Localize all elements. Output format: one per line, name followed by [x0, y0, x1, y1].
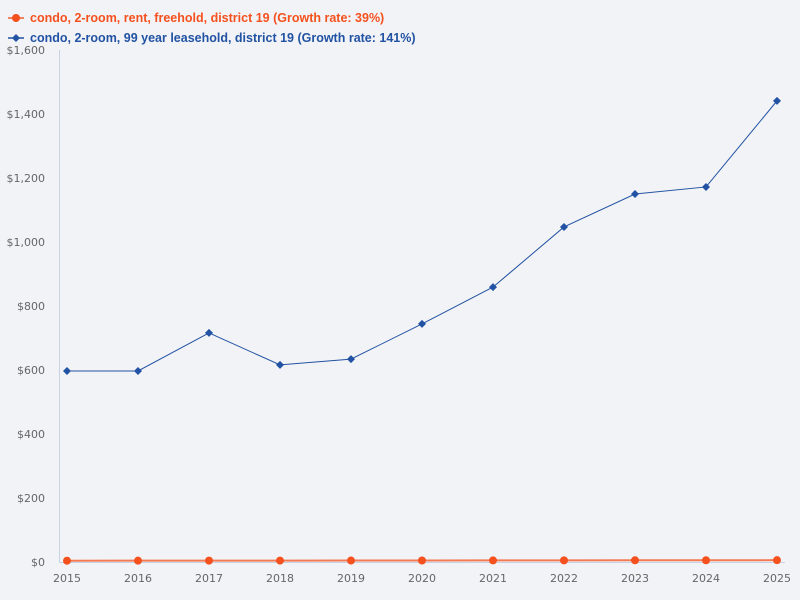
series-leasehold — [63, 96, 781, 375]
data-point[interactable] — [560, 556, 568, 565]
diamond-marker-icon — [8, 34, 24, 42]
x-tick-label: 2015 — [53, 572, 81, 585]
data-point[interactable] — [631, 556, 639, 565]
data-point[interactable] — [773, 556, 781, 565]
y-tick-label: $600 — [17, 364, 45, 377]
data-point[interactable] — [489, 283, 497, 292]
legend: condo, 2-room, rent, freehold, district … — [8, 8, 416, 48]
data-point[interactable] — [134, 556, 142, 565]
x-tick-label: 2025 — [763, 572, 791, 585]
series-rent — [63, 556, 781, 565]
x-tick-label: 2019 — [337, 572, 365, 585]
legend-label: condo, 2-room, rent, freehold, district … — [30, 11, 385, 25]
y-tick-label: $0 — [31, 556, 45, 569]
data-point[interactable] — [773, 96, 781, 105]
data-point[interactable] — [205, 328, 213, 337]
y-tick-label: $400 — [17, 428, 45, 441]
y-tick-label: $1,600 — [7, 44, 46, 57]
circle-marker-icon — [8, 14, 24, 22]
y-tick-label: $1,400 — [7, 108, 46, 121]
data-point[interactable] — [489, 556, 497, 565]
data-point[interactable] — [560, 222, 568, 231]
data-point[interactable] — [63, 366, 71, 375]
data-point[interactable] — [205, 556, 213, 565]
data-point[interactable] — [347, 556, 355, 565]
data-point[interactable] — [418, 319, 426, 328]
y-tick-label: $1,000 — [7, 236, 46, 249]
legend-label: condo, 2-room, 99 year leasehold, distri… — [30, 31, 416, 45]
data-point[interactable] — [631, 190, 639, 198]
y-tick-label: $1,200 — [7, 172, 46, 185]
data-point[interactable] — [702, 556, 710, 565]
x-tick-label: 2024 — [692, 572, 720, 585]
data-point[interactable] — [63, 556, 71, 565]
data-point[interactable] — [418, 556, 426, 565]
data-point[interactable] — [276, 556, 284, 565]
y-axis-ticks: $0 $200 $400 $600 $800 $1,000 $1,200 $1,400 $1,6… — [7, 44, 46, 569]
x-tick-label: 2021 — [479, 572, 507, 585]
legend-item-rent[interactable]: condo, 2-room, rent, freehold, district … — [8, 8, 416, 28]
x-tick-label: 2022 — [550, 572, 578, 585]
series-group — [63, 96, 781, 565]
series-line — [67, 100, 778, 372]
data-point[interactable] — [134, 366, 142, 375]
x-tick-label: 2017 — [195, 572, 223, 585]
legend-item-leasehold[interactable]: condo, 2-room, 99 year leasehold, distri… — [8, 28, 416, 48]
x-tick-label: 2023 — [621, 572, 649, 585]
data-point[interactable] — [276, 360, 284, 369]
x-tick-label: 2016 — [124, 572, 152, 585]
x-axis-ticks: 2015 2016 2017 2018 2019 2020 2021 2022 2023 2024… — [53, 572, 791, 585]
x-tick-label: 2020 — [408, 572, 436, 585]
data-point[interactable] — [347, 355, 355, 364]
y-tick-label: $800 — [17, 300, 45, 313]
y-tick-label: $200 — [17, 492, 45, 505]
data-point[interactable] — [702, 182, 710, 191]
x-tick-label: 2018 — [266, 572, 294, 585]
